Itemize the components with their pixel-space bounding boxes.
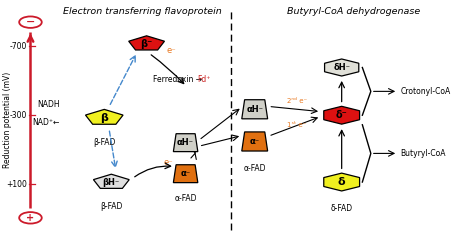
Text: 2ⁿᵈ e⁻: 2ⁿᵈ e⁻ [287,98,307,104]
Text: Crotonyl-CoA: Crotonyl-CoA [401,87,451,96]
Text: α-FAD: α-FAD [174,194,197,203]
Text: Ferredoxin →: Ferredoxin → [153,75,202,84]
Text: Butyryl-CoA: Butyryl-CoA [401,149,446,158]
Text: α⁻: α⁻ [250,137,260,146]
Text: βH⁻: βH⁻ [103,178,120,186]
Polygon shape [129,36,164,50]
Text: NAD⁺←: NAD⁺← [32,118,60,127]
Text: αH⁻: αH⁻ [177,138,194,147]
Text: Reduction potential (mV): Reduction potential (mV) [3,72,12,168]
Polygon shape [242,100,268,119]
Text: e⁻: e⁻ [163,158,173,168]
Text: δ⁻: δ⁻ [336,110,347,120]
Text: Electron transferring flavoprotein: Electron transferring flavoprotein [63,7,221,16]
Text: α⁻: α⁻ [181,169,191,178]
Text: −: − [26,17,35,27]
Text: e⁻: e⁻ [167,46,176,55]
Text: Butyryl-CoA dehydrogenase: Butyryl-CoA dehydrogenase [287,7,420,16]
Text: β⁻: β⁻ [140,39,153,49]
Text: NADH: NADH [37,100,60,109]
Text: +100: +100 [6,180,27,189]
Text: β: β [100,113,108,123]
Polygon shape [325,59,359,76]
Polygon shape [93,174,129,188]
Text: +: + [27,213,35,223]
Text: 1ˢᵗ e⁻: 1ˢᵗ e⁻ [287,122,307,128]
Polygon shape [173,165,198,183]
Polygon shape [324,173,360,191]
Text: α-FAD: α-FAD [244,164,266,173]
Text: β-FAD: β-FAD [100,202,122,211]
Polygon shape [173,134,198,152]
Text: δH⁻: δH⁻ [333,63,350,72]
Text: αH⁻: αH⁻ [246,105,263,114]
Text: Fd⁺: Fd⁺ [197,75,210,84]
Polygon shape [324,106,360,124]
Polygon shape [85,109,123,124]
Text: δ-FAD: δ-FAD [330,204,353,212]
Text: -300: -300 [9,111,27,120]
Text: β-FAD: β-FAD [93,138,116,147]
Text: δ: δ [338,177,346,187]
Text: -700: -700 [9,42,27,51]
Polygon shape [242,132,268,151]
